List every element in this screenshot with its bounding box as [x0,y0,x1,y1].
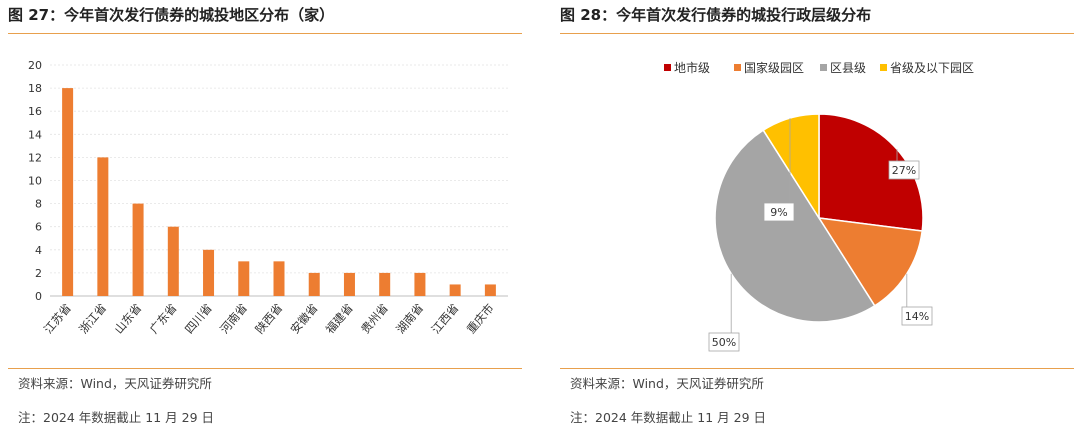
x-tick-label: 安徽省 [288,301,321,336]
bar [62,88,74,296]
legend-label: 地市级 [674,60,710,75]
y-tick-label: 12 [28,151,42,164]
x-tick-label: 四川省 [182,301,215,336]
legend-swatch [880,64,887,71]
x-tick-label: 重庆市 [464,301,497,336]
bar [132,203,144,296]
bar [203,249,215,296]
x-tick-label: 福建省 [323,301,356,336]
pie-slice [817,217,924,307]
bar [343,272,355,296]
y-tick-label: 14 [28,128,42,141]
data-label: 14% [905,310,929,323]
right-title-divider [560,33,1074,34]
x-tick-label: 山东省 [111,301,144,336]
left-title-divider [8,33,522,34]
x-tick-label: 浙江省 [76,301,109,336]
y-tick-label: 18 [28,82,42,95]
bar [238,261,250,296]
y-tick-label: 2 [35,267,42,280]
bar [273,261,285,296]
x-tick-label: 河南省 [217,301,250,336]
data-label-box [888,160,920,180]
y-tick-label: 10 [28,175,42,188]
x-tick-label: 陕西省 [252,301,285,336]
right-bottom-divider [560,368,1074,369]
bar [308,272,320,296]
left-bottom-divider [8,368,522,369]
legend-label: 区县级 [830,61,866,75]
bar [414,272,426,296]
y-tick-label: 4 [35,244,42,257]
region-bar-chart: 0 2 4 6 8 10 12 14 16 18 20 江苏省 浙江省 山东省 广东省 四川省 河南省 陕西省 安徽… [28,59,508,336]
data-label-box [763,202,795,222]
right-date-note: 注：2024 年数据截止 11 月 29 日 [570,410,766,425]
data-label-box [901,306,933,326]
y-tick-label: 20 [28,59,42,72]
pie-slice [714,129,876,323]
legend-swatch [734,64,741,71]
legend-label: 国家级园区 [744,60,804,75]
y-tick-label: 8 [35,198,42,211]
bar [449,284,461,296]
right-figure-title: 图 28：今年首次发行债券的城投行政层级分布 [560,6,872,24]
x-tick-label: 广东省 [147,301,180,336]
bar [379,272,391,296]
y-tick-label: 6 [35,221,42,234]
left-source-note: 资料来源：Wind，天风证券研究所 [18,376,212,391]
legend-swatch [820,64,827,71]
right-figure-panel: 图 28：今年首次发行债券的城投行政层级分布 地市级 国家级园区 区县级 省级及以下园… [552,0,1080,445]
bar [167,226,179,296]
x-tick-label: 贵州省 [358,301,391,336]
y-tick-label: 16 [28,105,42,118]
left-figure-panel: 图 27：今年首次发行债券的城投地区分布（家） 0 2 4 6 8 10 12 14 16 18 2… [0,0,528,445]
legend-label: 省级及以下园区 [890,61,974,75]
x-tick-label: 江西省 [429,301,462,336]
left-figure-title: 图 27：今年首次发行债券的城投地区分布（家） [8,6,335,24]
bar [484,284,496,296]
data-label: 50% [712,336,736,349]
x-tick-label: 江苏省 [41,301,74,336]
data-label: 27% [892,164,916,177]
bar [97,157,109,296]
data-label: 9% [770,206,787,219]
admin-level-pie-chart: 地市级 国家级园区 区县级 省级及以下园区 27% 14% 50% 9% [664,60,974,352]
y-tick-label: 0 [35,290,42,303]
right-source-note: 资料来源：Wind，天风证券研究所 [570,376,764,391]
legend-swatch [664,64,671,71]
left-date-note: 注：2024 年数据截止 11 月 29 日 [18,410,214,425]
x-tick-label: 湖南省 [393,301,426,336]
data-label-box [708,332,740,352]
